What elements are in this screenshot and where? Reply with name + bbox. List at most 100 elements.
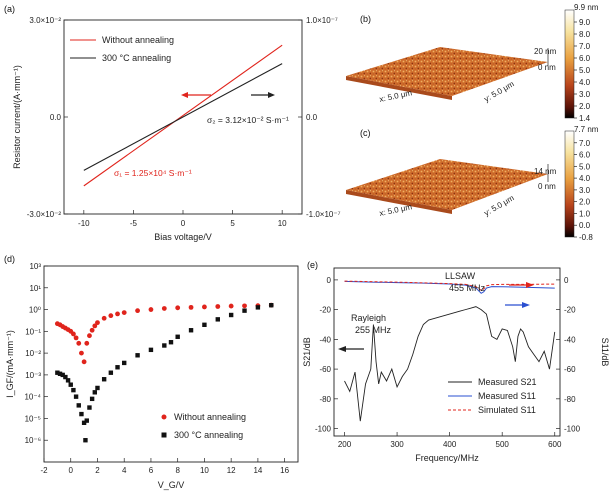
zero-label-c: 0 nm [538, 182, 556, 191]
b-colorbar-tick-label: 4.0 [579, 78, 591, 87]
d-point-300c-annealing [55, 370, 60, 375]
b-colorbar-tick-label: 5.0 [579, 66, 591, 75]
panel-a: (a) -10 -5 0 5 10 3.0×10⁻² 0.0 -3.0×10⁻² 1.0×1… [4, 4, 341, 242]
panel-e-y-ticks-left: 0 -20 -40 -60 -80 -100 [315, 276, 338, 434]
afm-side-c [346, 190, 452, 214]
e-x-tick-label: 500 [496, 440, 510, 449]
rayleigh-freq-label: 255 MHz [355, 325, 392, 335]
d-point-300c-annealing [89, 396, 95, 402]
e-y-right-tick-label: -100 [564, 425, 581, 434]
d-point-300c-annealing [79, 411, 84, 417]
a-x-tick-label: 0 [181, 219, 186, 228]
d-point-300c-annealing [60, 372, 65, 378]
a-x-tick-label: 5 [230, 219, 235, 228]
e-y-left-tick-label: -100 [315, 425, 332, 434]
c-colorbar-tick-label: 2.0 [579, 198, 591, 207]
d-point-without-annealing [175, 305, 181, 311]
d-point-without-annealing [76, 340, 82, 346]
panel-e-x-label: Frequency/MHz [415, 453, 479, 463]
d-point-300c-annealing [175, 334, 180, 339]
e-x-tick-label: 200 [338, 440, 352, 449]
d-point-300c-annealing [95, 385, 100, 391]
d-x-tick-label: 12 [227, 466, 236, 475]
d-point-without-annealing [87, 333, 92, 339]
e-x-tick-label: 600 [548, 440, 562, 449]
panel-a-y-ticks-left: 3.0×10⁻² 0.0 -3.0×10⁻² [27, 16, 68, 219]
sigma2-annotation: σ₂ = 3.12×10⁻² S·m⁻¹ [207, 115, 289, 125]
panel-e-series [344, 280, 556, 422]
d-x-tick-label: 2 [95, 466, 100, 475]
c-colorbar-tick-label: 1.0 [579, 209, 591, 218]
panel-b-label: (b) [360, 14, 371, 24]
e-y-left-tick-label: -80 [319, 395, 331, 404]
x-axis-label-b: x: 5.0 μm [379, 88, 414, 104]
d-point-300c-annealing [202, 322, 207, 327]
a-y-left-tick-label: -3.0×10⁻² [27, 210, 62, 219]
d-point-300c-annealing [76, 403, 81, 408]
d-point-without-annealing [108, 313, 114, 319]
panel-d-series [54, 302, 274, 443]
d-point-without-annealing [188, 304, 194, 310]
a-y-right-tick-label: 1.0×10⁻⁷ [306, 16, 338, 25]
d-point-300c-annealing [83, 438, 88, 443]
panel-d-label: (d) [4, 254, 15, 264]
d-y-tick-label: 10⁰ [29, 306, 41, 315]
legend-e-measured-s21: Measured S21 [478, 377, 537, 387]
d-point-without-annealing [73, 335, 79, 341]
legend-d-black-marker [161, 432, 167, 438]
d-x-tick-label: 4 [122, 466, 127, 475]
colorbar-c [564, 130, 575, 238]
a-line-without-annealing [83, 44, 283, 187]
panel-e-frame [333, 267, 561, 437]
d-point-without-annealing [89, 327, 95, 333]
e-y-right-tick-label: 0 [564, 276, 569, 285]
d-point-300c-annealing [108, 370, 114, 375]
d-point-300c-annealing [68, 382, 73, 387]
panel-d-y-ticks: 10³ 10¹ 10⁰ 10⁻¹ 10⁻² 10⁻³ 10⁻⁴ 10⁻⁵ 10⁻⁶ [24, 262, 48, 445]
afm-surface-c [346, 159, 548, 210]
b-colorbar-tick-label: 6.0 [579, 54, 591, 63]
d-point-300c-annealing [115, 365, 120, 370]
legend-e-simulated-s11: Simulated S11 [478, 405, 536, 415]
d-point-without-annealing [202, 304, 207, 310]
b-colorbar-tick-label: 9.0 [579, 18, 591, 27]
panel-e-y-label-right: S11/dB [600, 338, 610, 367]
z-label-c: 14 nm [534, 167, 557, 176]
d-point-without-annealing [228, 303, 234, 309]
panel-a-label: (a) [4, 4, 15, 14]
panel-e-y-ticks-right: 0 -20 -40 -60 -80 -100 [556, 276, 581, 434]
d-point-without-annealing [161, 306, 167, 311]
panel-e: (e) 200 300 400 500 600 0 -20 -40 -60 -80 -100 0 -… [302, 260, 610, 463]
panel-d-x-label: V_G/V [158, 480, 185, 490]
panel-c-label: (c) [360, 128, 371, 138]
s11-blue-arrow-icon [505, 302, 530, 308]
d-y-tick-label: 10⁻⁴ [24, 393, 41, 402]
a-y-left-tick-label: 0.0 [50, 113, 62, 122]
e-y-right-tick-label: -60 [564, 365, 576, 374]
d-point-without-annealing [81, 359, 87, 365]
afm-surface-b [346, 47, 548, 96]
d-point-300c-annealing [215, 317, 220, 322]
scale-top-b: 9.9 nm [574, 3, 599, 12]
d-point-300c-annealing [92, 390, 97, 395]
d-point-300c-annealing [135, 353, 140, 358]
d-point-without-annealing [215, 304, 221, 309]
d-y-tick-label: 10⁻² [25, 349, 41, 358]
afm-side-b [346, 76, 452, 100]
e-y-left-tick-label: -60 [319, 365, 331, 374]
panel-d-x-ticks: -2 0 2 4 6 8 10 12 14 16 [40, 458, 290, 475]
e-line-simulated-s11 [344, 280, 555, 291]
legend-e-measured-s11: Measured S11 [478, 391, 536, 401]
d-point-without-annealing [101, 315, 107, 321]
e-y-right-tick-label: -20 [564, 306, 576, 315]
panel-b: (b) 20 nm 0 nm x: 5.0 μm y: 5.0 μm 9.9 n… [346, 3, 599, 123]
panel-e-y-label-left: S21/dB [302, 337, 312, 367]
b-colorbar-tick-label: 3.0 [579, 90, 591, 99]
d-y-tick-label: 10⁻³ [25, 371, 41, 380]
a-x-tick-label: 10 [278, 219, 287, 228]
d-point-300c-annealing [228, 312, 234, 318]
e-y-left-tick-label: -40 [319, 335, 331, 344]
c-colorbar-tick-label: 4.0 [579, 174, 591, 183]
d-point-without-annealing [92, 323, 98, 329]
